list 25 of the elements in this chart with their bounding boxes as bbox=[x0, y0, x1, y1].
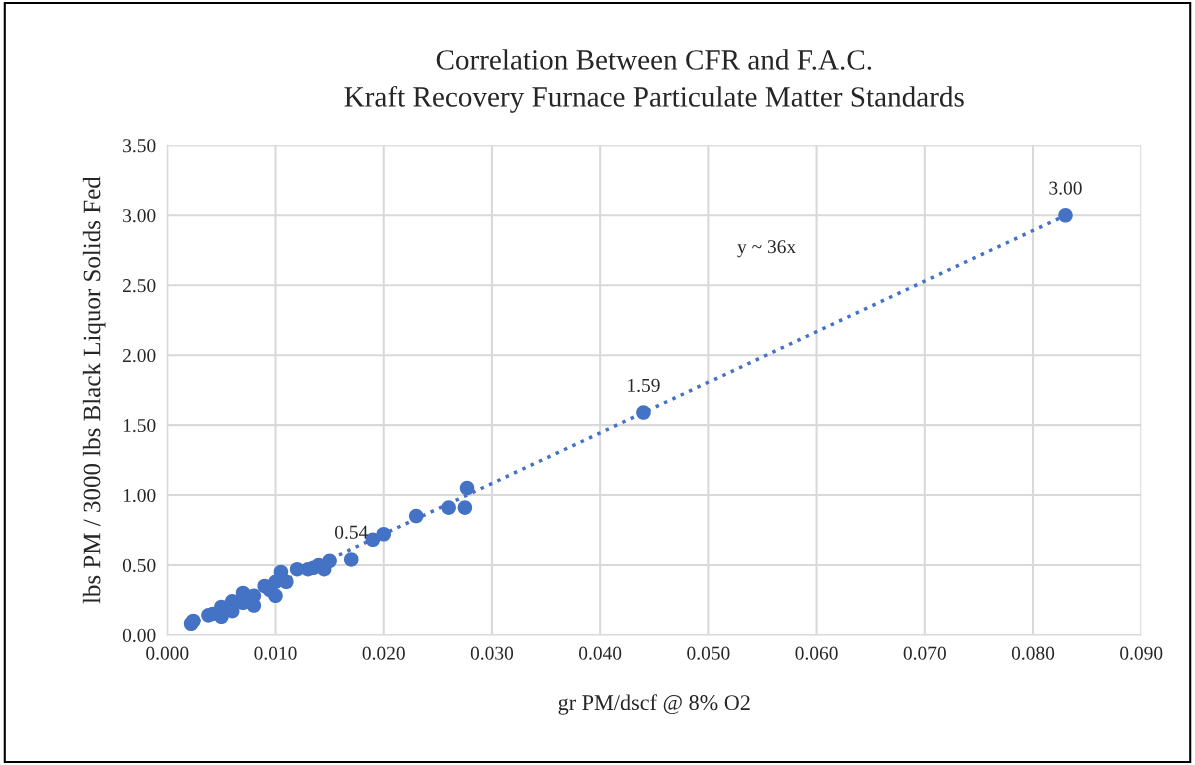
data-label: 1.59 bbox=[628, 378, 660, 392]
x-tick-label: 0.070 bbox=[903, 646, 946, 660]
data-label: 0.54 bbox=[334, 525, 368, 539]
annotation: y ~ 36x bbox=[737, 240, 796, 258]
y-tick-label: 2.50 bbox=[123, 279, 156, 293]
x-tick-label: 0.090 bbox=[1120, 646, 1163, 660]
x-tick-label: 0.080 bbox=[1011, 646, 1055, 660]
x-axis-title: gr PM/dscf @ 8% O2 bbox=[558, 694, 750, 715]
chart-title: Correlation Between CFR and F.A.C. Kraft Recovery Furnace Particulate Matter Standards bbox=[344, 49, 964, 113]
x-tick-label: 0.020 bbox=[362, 646, 405, 660]
x-tick-label: 0.010 bbox=[254, 646, 297, 660]
y-tick-label: 0.50 bbox=[122, 558, 156, 573]
y-tick-label: 1.00 bbox=[123, 488, 156, 503]
y-tick-label: 1.50 bbox=[123, 418, 156, 433]
y-tick-label: 3.50 bbox=[123, 139, 156, 153]
y-tick-label: 0.00 bbox=[122, 628, 156, 642]
y-tick-label: 3.00 bbox=[123, 209, 156, 223]
x-tick-label: 0.030 bbox=[470, 646, 514, 660]
x-tick-label: 0.040 bbox=[579, 646, 622, 660]
x-tick-label: 0.060 bbox=[795, 646, 838, 660]
y-tick-label: 2.00 bbox=[123, 348, 156, 363]
x-tick-label: 0.000 bbox=[146, 646, 189, 660]
data-label: 3.00 bbox=[1049, 181, 1082, 195]
x-tick-label: 0.050 bbox=[687, 646, 730, 660]
y-axis-title: lbs PM / 3000 lbs Black Liquor Solids Fed bbox=[82, 176, 106, 604]
